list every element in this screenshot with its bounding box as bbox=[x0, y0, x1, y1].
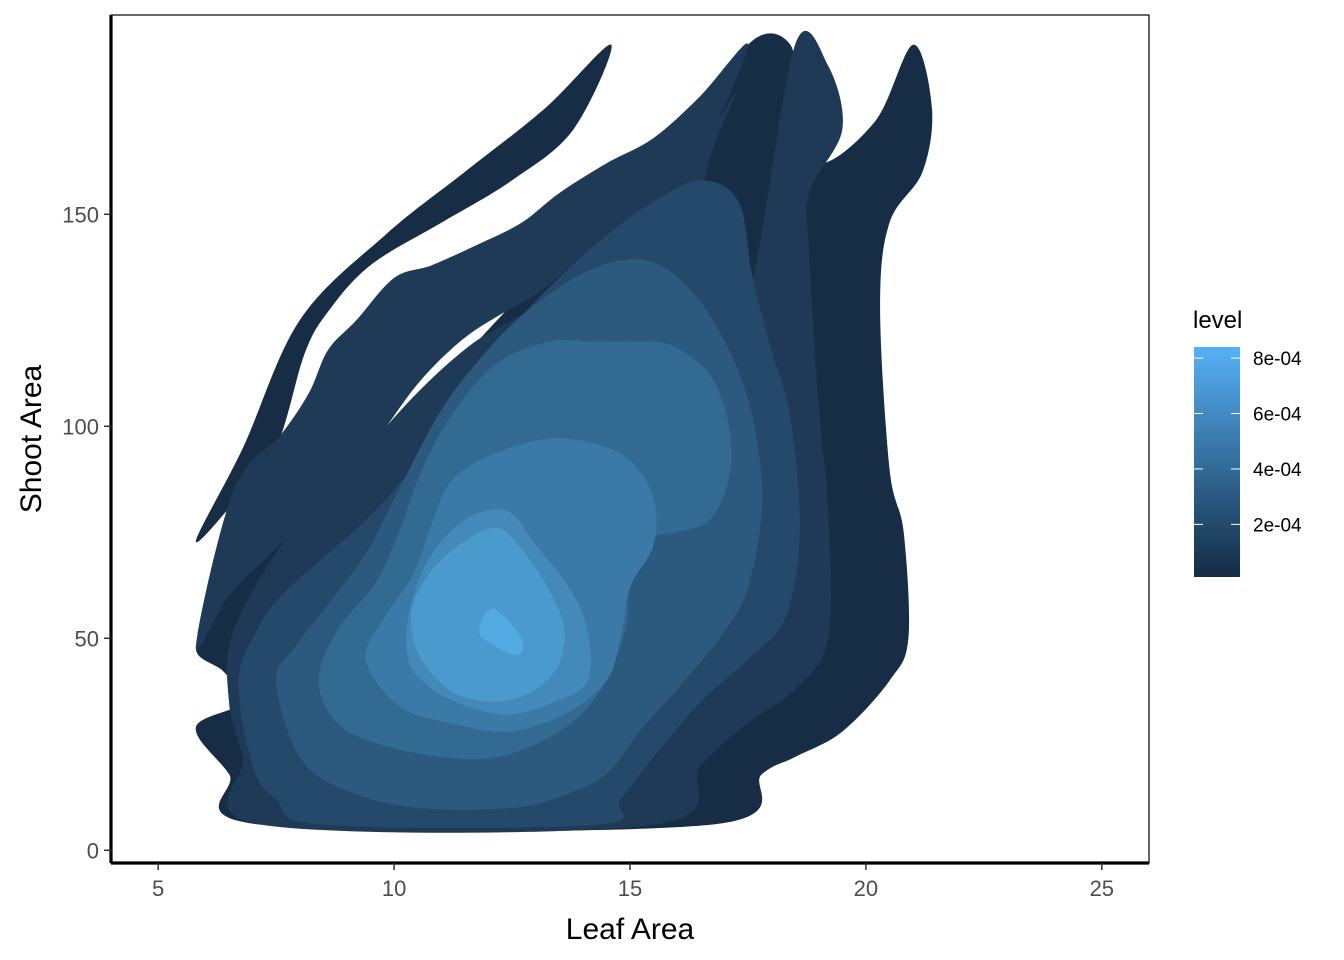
x-tick-label: 25 bbox=[1090, 876, 1114, 901]
y-tick-label: 100 bbox=[62, 414, 99, 439]
x-tick-label: 20 bbox=[854, 876, 878, 901]
y-axis-ticks: 0 50 100 150 bbox=[62, 202, 111, 863]
y-tick-label: 50 bbox=[75, 626, 99, 651]
x-axis-title: Leaf Area bbox=[566, 913, 695, 946]
legend-tick-label: 4e-04 bbox=[1253, 460, 1302, 481]
legend-tick-label: 6e-04 bbox=[1253, 405, 1302, 426]
legend-tick-label: 8e-04 bbox=[1253, 349, 1302, 370]
legend-tick-label: 2e-04 bbox=[1253, 515, 1302, 536]
legend-title: level bbox=[1193, 307, 1242, 334]
legend-ticks: 2e-04 4e-04 6e-04 8e-04 bbox=[1194, 349, 1302, 536]
y-axis-title: Shoot Area bbox=[15, 364, 48, 513]
x-axis-ticks: 5 10 15 20 25 bbox=[152, 863, 1114, 901]
x-tick-label: 5 bbox=[152, 876, 164, 901]
x-tick-label: 10 bbox=[382, 876, 406, 901]
y-tick-label: 150 bbox=[62, 202, 99, 227]
panel bbox=[109, 14, 1150, 865]
contour-band-1-region-0 bbox=[195, 43, 749, 651]
legend: level 2e-04 4e-04 6e-04 8e-04 bbox=[1193, 307, 1302, 577]
contour-band-8-region-0 bbox=[478, 608, 524, 656]
y-tick-label: 0 bbox=[87, 838, 99, 863]
contour-bands bbox=[195, 30, 933, 833]
x-tick-label: 15 bbox=[618, 876, 642, 901]
legend-colorbar bbox=[1194, 347, 1240, 577]
contour-band-0-region-1 bbox=[195, 44, 612, 543]
